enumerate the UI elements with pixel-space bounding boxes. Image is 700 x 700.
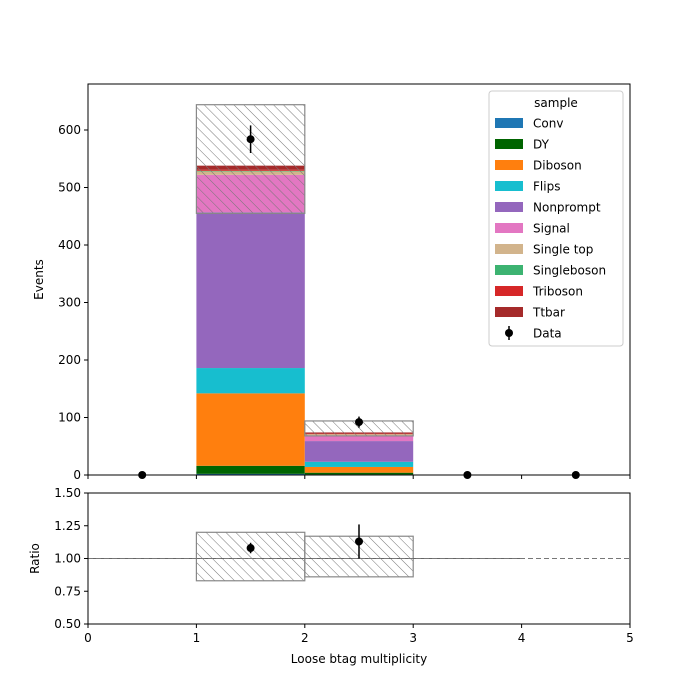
legend-label: Single top [533,243,593,257]
main-axes-frame [87,83,631,476]
y-tick-label: 500 [58,181,81,195]
legend-swatch [495,202,523,212]
ratio-y-axis-label: Ratio [28,543,42,574]
legend-label: Triboson [532,285,583,299]
legend-label: Ttbar [532,306,565,320]
legend-label: Diboson [533,159,582,173]
legend-swatch [495,286,523,296]
legend-box [488,90,624,347]
legend-swatch [495,223,523,233]
legend-label: Conv [533,117,563,131]
legend-swatch [495,265,523,275]
legend-swatch [495,307,523,317]
x-tick-label: 1 [193,631,201,645]
y-tick-label: 300 [58,296,81,310]
y-tick-label: 600 [58,123,81,137]
y-tick-label: 0 [73,468,81,482]
bar-nonprompt [196,212,305,369]
bar-flips [196,368,305,394]
legend-swatch [495,160,523,170]
data-point [246,135,255,144]
bar-nonprompt [304,441,414,462]
y-tick-label: 400 [58,238,81,252]
ratio-y-tick-label: 0.50 [54,617,81,631]
bar-flips [304,461,414,467]
x-tick-label: 4 [518,631,526,645]
legend-swatch [495,139,523,149]
bar-dy [196,465,305,474]
x-tick-label: 5 [626,631,634,645]
data-point [355,418,363,427]
main-panel: 0 100 200 300 400 500 600 Events [32,83,631,482]
ratio-y-tick-label: 1.25 [54,519,81,533]
legend: sample Conv DY Diboson Flips Nonprompt Signal S… [488,90,624,347]
ratio-point [246,544,255,553]
ratio-y-tick-label: 0.75 [54,584,81,598]
ratio-panel: 0.50 0.75 1.00 1.25 1.50 0 1 2 3 4 5 Ratio [28,486,634,645]
legend-label: DY [533,138,550,152]
y-axis-label: Events [32,259,46,300]
ratio-y-tick-label: 1.50 [54,486,81,500]
ratio-y-tick-label: 1.00 [54,552,81,566]
legend-label: Data [533,327,562,341]
legend-label: Signal [533,222,570,236]
x-tick-label: 3 [409,631,417,645]
ratio-point [355,537,363,546]
legend-label: Singleboson [533,264,606,278]
bar-diboson [196,393,305,466]
legend-title: sample [534,96,578,110]
legend-label: Nonprompt [533,201,601,215]
x-tick-label: 0 [84,631,92,645]
bar-conv [196,473,305,475]
y-tick-label: 200 [58,353,81,367]
legend-data-marker [505,329,513,337]
x-tick-label: 2 [301,631,309,645]
uncertainty-band [195,104,306,214]
legend-swatch [495,244,523,254]
bar-dy [304,472,414,475]
y-tick-label: 100 [58,411,81,425]
bar-diboson [304,466,414,473]
legend-label: Flips [533,180,560,194]
bar-signal [304,435,414,442]
main-plot-area [195,104,414,475]
x-axis-label: Loose btag multiplicity [291,652,427,666]
ratio-uncertainty-band [195,531,306,582]
legend-swatch [495,181,523,191]
legend-swatch [495,118,523,128]
